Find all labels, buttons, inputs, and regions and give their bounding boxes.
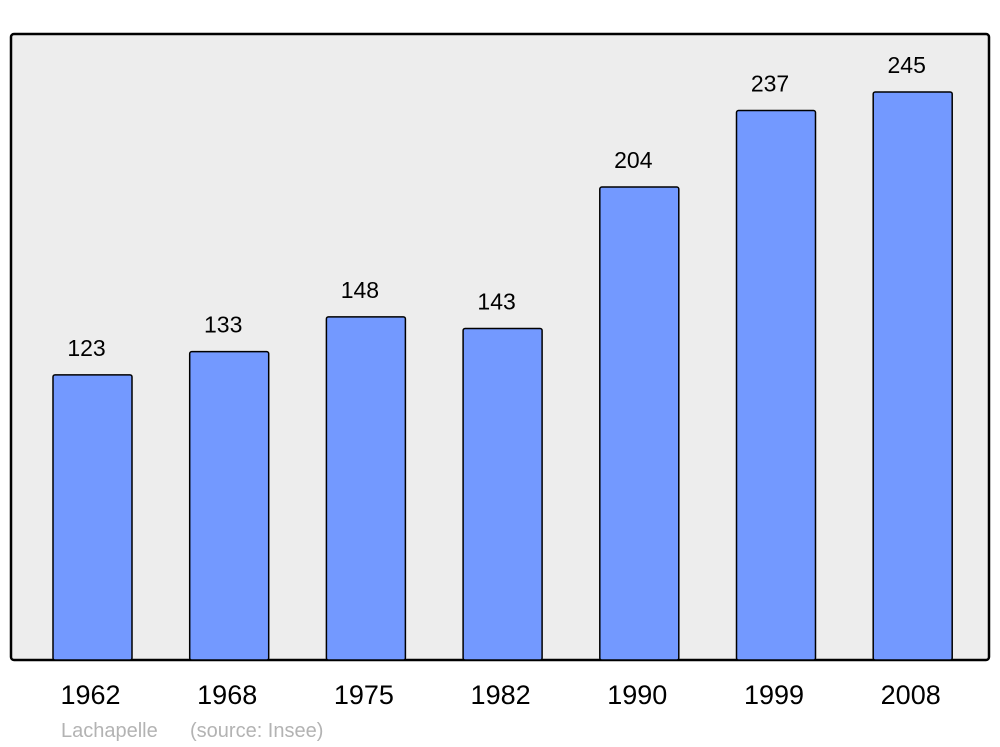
data-label-1968: 133 (204, 312, 242, 338)
data-label-1975: 148 (341, 277, 379, 303)
footer-place: Lachapelle (61, 720, 158, 742)
bar-2008 (872, 91, 953, 661)
footer-source: (source: Insee) (190, 720, 323, 742)
bar-1999 (735, 109, 817, 661)
x-tick-label-2008: 2008 (881, 680, 941, 710)
data-label-1982: 143 (477, 288, 515, 314)
bar-1990 (599, 186, 680, 661)
bar-1975 (325, 316, 407, 661)
x-tick-label-1982: 1982 (471, 680, 531, 710)
bar-1962 (52, 374, 133, 661)
bar-1982 (462, 327, 543, 661)
x-tick-label-1975: 1975 (334, 680, 394, 710)
data-label-1990: 204 (614, 147, 653, 173)
data-label-1999: 237 (751, 71, 789, 97)
data-label-2008: 245 (888, 52, 926, 78)
x-tick-label-1999: 1999 (744, 680, 804, 710)
bar-1968 (188, 350, 270, 661)
x-tick-label-1968: 1968 (197, 680, 257, 710)
x-tick-label-1962: 1962 (60, 680, 120, 710)
data-label-1962: 123 (67, 335, 105, 361)
x-tick-label-1990: 1990 (607, 680, 667, 710)
